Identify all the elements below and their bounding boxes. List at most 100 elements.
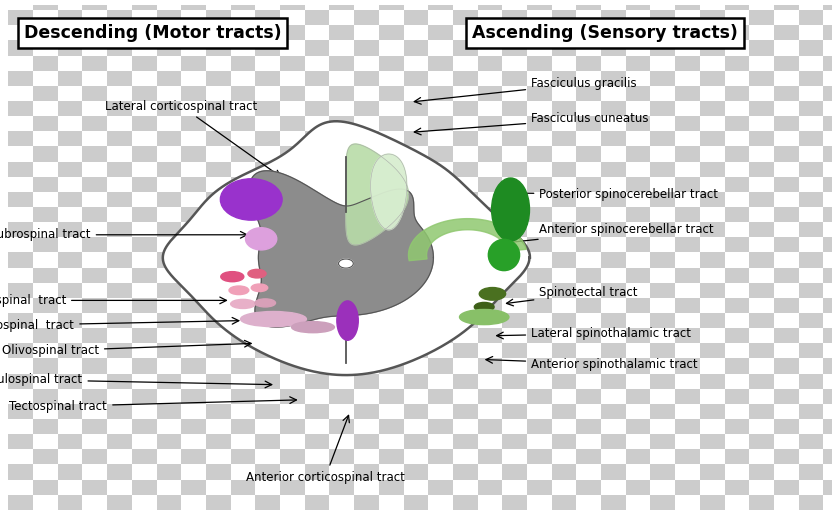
Bar bbox=[576, 328, 601, 344]
Bar bbox=[823, 222, 840, 237]
Bar bbox=[478, 479, 502, 495]
Bar bbox=[82, 192, 108, 207]
Bar bbox=[725, 101, 749, 116]
Bar bbox=[206, 434, 231, 449]
Bar bbox=[576, 298, 601, 313]
Bar bbox=[305, 298, 329, 313]
Bar bbox=[823, 71, 840, 86]
Bar bbox=[206, 268, 231, 283]
Bar bbox=[576, 237, 601, 252]
Bar bbox=[403, 344, 428, 358]
Bar bbox=[749, 479, 774, 495]
Bar bbox=[502, 56, 527, 71]
Bar bbox=[132, 222, 156, 237]
Bar bbox=[799, 237, 823, 252]
Bar bbox=[725, 465, 749, 479]
Bar bbox=[206, 237, 231, 252]
Bar bbox=[156, 207, 181, 222]
Bar bbox=[8, 465, 33, 479]
Bar bbox=[305, 479, 329, 495]
Bar bbox=[650, 162, 675, 177]
Polygon shape bbox=[370, 154, 407, 230]
Bar bbox=[527, 328, 552, 344]
Bar bbox=[650, 344, 675, 358]
Bar bbox=[774, 41, 799, 56]
Bar bbox=[725, 434, 749, 449]
Bar bbox=[354, 162, 379, 177]
Bar bbox=[58, 237, 82, 252]
Bar bbox=[799, 0, 823, 10]
Bar bbox=[799, 101, 823, 116]
Text: Fasciculus cuneatus: Fasciculus cuneatus bbox=[414, 112, 648, 135]
Bar bbox=[206, 495, 231, 510]
Bar bbox=[774, 283, 799, 298]
Bar bbox=[552, 389, 576, 404]
Bar bbox=[108, 222, 132, 237]
Bar bbox=[329, 192, 354, 207]
Bar bbox=[231, 495, 255, 510]
Bar bbox=[700, 41, 725, 56]
Bar bbox=[379, 41, 403, 56]
Bar bbox=[552, 237, 576, 252]
Bar bbox=[675, 146, 700, 162]
Bar bbox=[280, 162, 305, 177]
Bar bbox=[576, 41, 601, 56]
Bar bbox=[132, 56, 156, 71]
Bar bbox=[799, 162, 823, 177]
Bar bbox=[305, 268, 329, 283]
Bar bbox=[379, 358, 403, 373]
Bar bbox=[774, 389, 799, 404]
Bar bbox=[799, 71, 823, 86]
Bar bbox=[206, 131, 231, 146]
Bar bbox=[626, 116, 650, 131]
Bar bbox=[478, 71, 502, 86]
Bar bbox=[478, 0, 502, 10]
Bar bbox=[799, 116, 823, 131]
Bar bbox=[255, 479, 280, 495]
Bar bbox=[478, 207, 502, 222]
Bar bbox=[823, 373, 840, 389]
Bar bbox=[379, 373, 403, 389]
Bar bbox=[82, 116, 108, 131]
Bar bbox=[329, 419, 354, 434]
Bar bbox=[58, 495, 82, 510]
Bar bbox=[156, 389, 181, 404]
Bar bbox=[502, 328, 527, 344]
Bar bbox=[502, 237, 527, 252]
Bar bbox=[725, 449, 749, 465]
Bar bbox=[552, 328, 576, 344]
Bar bbox=[453, 162, 478, 177]
Bar bbox=[82, 313, 108, 328]
Bar bbox=[108, 373, 132, 389]
Bar bbox=[552, 344, 576, 358]
Bar bbox=[774, 313, 799, 328]
Bar bbox=[329, 268, 354, 283]
Bar bbox=[700, 434, 725, 449]
Bar bbox=[601, 177, 626, 192]
Bar bbox=[428, 465, 453, 479]
Bar bbox=[108, 131, 132, 146]
Bar bbox=[799, 192, 823, 207]
Bar bbox=[675, 71, 700, 86]
Bar bbox=[231, 0, 255, 10]
Bar bbox=[626, 41, 650, 56]
Bar bbox=[601, 313, 626, 328]
Bar bbox=[478, 328, 502, 344]
Bar bbox=[280, 283, 305, 298]
Bar bbox=[552, 177, 576, 192]
Ellipse shape bbox=[251, 284, 268, 291]
Bar bbox=[181, 71, 206, 86]
Bar bbox=[280, 419, 305, 434]
Bar bbox=[675, 404, 700, 419]
Bar bbox=[255, 0, 280, 10]
Bar bbox=[108, 434, 132, 449]
Bar bbox=[305, 162, 329, 177]
Bar bbox=[255, 358, 280, 373]
Text: Posterior spinocerebellar tract: Posterior spinocerebellar tract bbox=[505, 188, 718, 201]
Bar bbox=[453, 131, 478, 146]
Bar bbox=[700, 131, 725, 146]
Bar bbox=[576, 373, 601, 389]
Bar bbox=[329, 298, 354, 313]
Bar bbox=[823, 207, 840, 222]
Bar bbox=[799, 207, 823, 222]
